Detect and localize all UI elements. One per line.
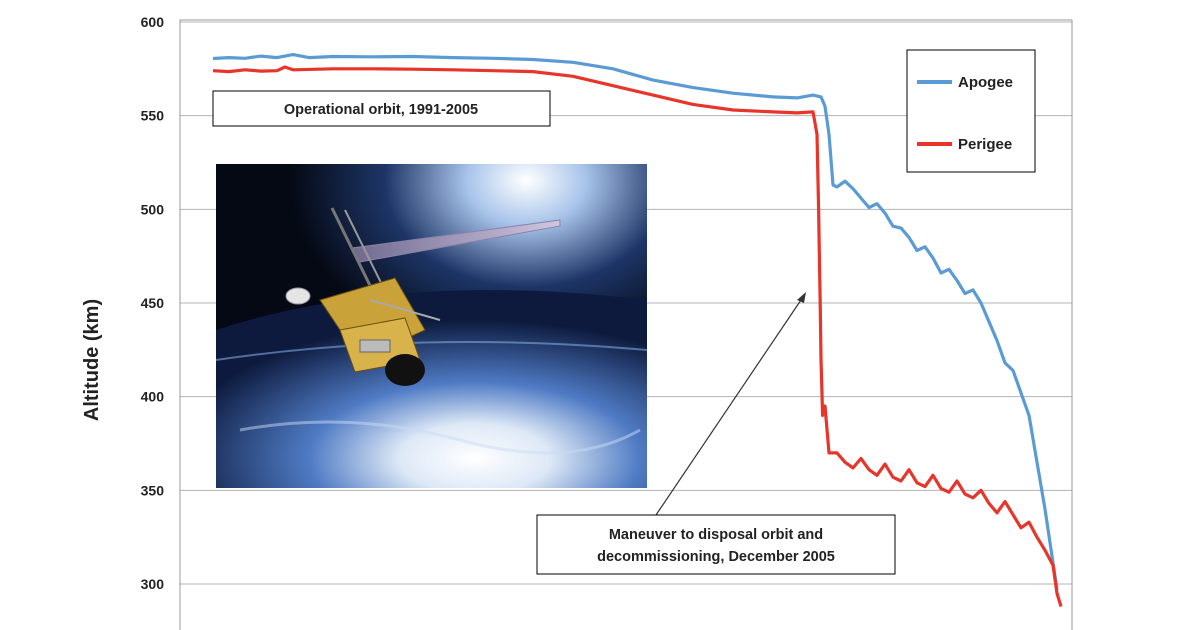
y-tick-label: 550: [141, 108, 165, 124]
plot-frame: [179, 19, 1073, 630]
y-tick-label: 400: [141, 389, 165, 405]
y-axis-label: Altitude (km): [81, 299, 103, 421]
satellite-photo: [215, 164, 648, 488]
y-tick-label: 350: [141, 482, 165, 498]
annotation-maneuver-line1: Maneuver to disposal orbit and: [609, 527, 823, 543]
annotation-operational: Operational orbit, 1991-2005: [212, 90, 551, 127]
y-tick-label: 500: [141, 201, 165, 217]
y-tick-label: 600: [141, 14, 165, 30]
satellite-body: [285, 277, 441, 386]
legend-label-perigee: Perigee: [958, 136, 1012, 153]
series-line-perigee: [212, 65, 1063, 607]
annotation-arrow-head: [797, 292, 806, 303]
annotation-maneuver: Maneuver to disposal orbit and decommiss…: [536, 292, 896, 575]
annotation-arrow: [655, 296, 804, 516]
y-tick-labels: 300 350 400 450 500 550 600: [141, 14, 165, 592]
series-lines: [212, 53, 1063, 607]
y-tick-label: 300: [141, 576, 165, 592]
legend: Apogee Perigee: [906, 49, 1036, 173]
annotation-maneuver-line2: decommissioning, December 2005: [597, 549, 835, 565]
legend-label-apogee: Apogee: [958, 74, 1013, 91]
series-line-apogee: [212, 53, 1059, 590]
y-tick-label: 450: [141, 295, 165, 311]
legend-box: [906, 49, 1036, 173]
annotation-operational-text: Operational orbit, 1991-2005: [284, 102, 478, 118]
